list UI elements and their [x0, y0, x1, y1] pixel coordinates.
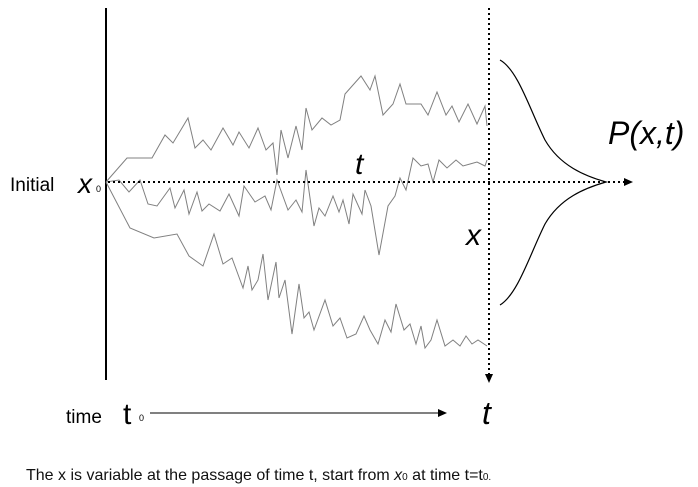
random-walk-path-upper [105, 74, 488, 183]
t0-label: t [123, 398, 132, 431]
caption-x0-subscript: 0 [402, 472, 408, 483]
t0-subscript: 0 [139, 413, 144, 423]
initial-label: Initial [10, 175, 54, 196]
random-walk-path-middle [105, 156, 488, 256]
probability-distribution-curve [499, 59, 609, 306]
caption-t0-subscript: 0. [483, 472, 491, 483]
x0-subscript: 0 [96, 184, 101, 194]
random-walk-path-lower [105, 181, 488, 350]
caption: The x is variable at the passage of time… [26, 467, 491, 484]
time-t-label-middle: t [355, 148, 365, 181]
x0-label: x [76, 168, 93, 199]
caption-text-end: at time t=t [408, 467, 484, 484]
time-t-label-bottom: t [482, 395, 492, 431]
caption-x0: x [393, 467, 403, 484]
probability-label: P(x,t) [608, 115, 684, 151]
time-label: time [66, 407, 102, 428]
position-x-label: x [464, 219, 482, 252]
caption-text-start: The x is variable at the passage of time… [26, 467, 394, 484]
